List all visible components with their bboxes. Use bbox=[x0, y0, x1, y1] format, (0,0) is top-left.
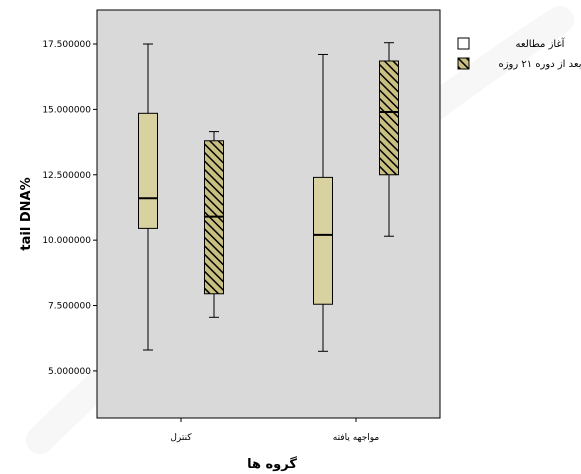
box-0-1 bbox=[313, 53, 333, 352]
y-tick-label: 10.000000 bbox=[42, 236, 91, 246]
x-tick-label: کنترل bbox=[170, 433, 192, 443]
y-tick-label: 15.000000 bbox=[42, 105, 91, 115]
boxes bbox=[138, 42, 399, 352]
legend-swatch bbox=[457, 37, 470, 50]
y-tick-label: 7.500000 bbox=[48, 302, 91, 312]
x-ticks: کنترل مواجهه یافته bbox=[170, 418, 379, 443]
legend-label: آغاز مطالعه bbox=[516, 37, 566, 50]
legend-swatch bbox=[457, 57, 470, 70]
legend-label: بعد از دوره ۲۱ روزه bbox=[498, 59, 581, 70]
y-tick-label: 12.500000 bbox=[42, 171, 91, 181]
y-tick-label: 17.500000 bbox=[42, 40, 91, 50]
x-axis-title: گروه ها bbox=[247, 456, 297, 472]
x-tick-label: مواجهه یافته bbox=[333, 433, 380, 443]
iqr-box bbox=[313, 176, 333, 305]
y-axis-title: tail DNA% bbox=[19, 177, 34, 250]
box-1-1 bbox=[379, 42, 399, 237]
y-tick-label: 5.000000 bbox=[48, 367, 91, 377]
iqr-box bbox=[138, 112, 158, 229]
box-0-0 bbox=[138, 43, 158, 351]
legend: آغاز مطالعه بعد از دوره ۲۱ روزه bbox=[457, 37, 581, 70]
box-1-0 bbox=[204, 131, 224, 318]
y-ticks: 5.000000 7.500000 10.000000 12.500000 15.000… bbox=[42, 40, 97, 377]
iqr-box bbox=[379, 60, 399, 176]
